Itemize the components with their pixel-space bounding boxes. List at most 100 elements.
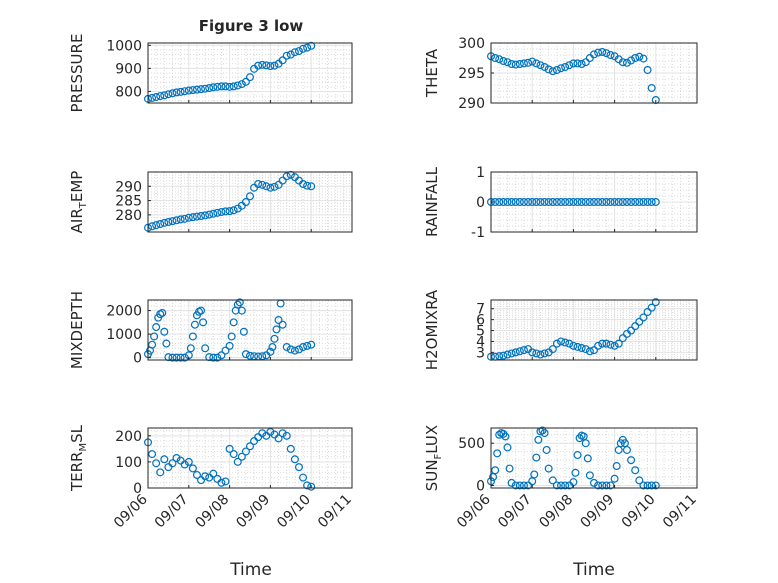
data-point bbox=[594, 48, 603, 57]
figure-title: Figure 3 low bbox=[199, 17, 304, 35]
plot-area bbox=[148, 172, 352, 232]
data-point bbox=[188, 213, 197, 222]
data-point bbox=[274, 180, 283, 189]
data-point bbox=[544, 464, 553, 473]
data-point bbox=[639, 198, 648, 207]
data-point bbox=[635, 52, 644, 61]
data-point bbox=[598, 339, 607, 348]
data-point bbox=[307, 340, 316, 349]
data-point bbox=[602, 339, 611, 348]
data-point bbox=[164, 218, 173, 227]
data-point bbox=[201, 472, 210, 481]
data-point bbox=[552, 339, 561, 348]
data-point bbox=[237, 306, 246, 315]
data-point bbox=[610, 474, 619, 483]
data-point bbox=[262, 61, 271, 70]
y-tick-label: 6 bbox=[476, 313, 485, 329]
data-point bbox=[519, 59, 528, 68]
data-point bbox=[290, 48, 299, 57]
data-point bbox=[148, 340, 157, 349]
data-point bbox=[294, 463, 303, 472]
data-point bbox=[225, 444, 234, 453]
data-point bbox=[176, 353, 185, 362]
data-point bbox=[180, 353, 189, 362]
data-point bbox=[612, 462, 621, 471]
data-point bbox=[573, 198, 582, 207]
data-point bbox=[511, 60, 520, 69]
data-point bbox=[262, 182, 271, 191]
data-point bbox=[217, 351, 226, 360]
data-point bbox=[542, 445, 551, 454]
data-point bbox=[184, 86, 193, 95]
data-point bbox=[190, 320, 199, 329]
data-point bbox=[229, 450, 238, 459]
data-point bbox=[164, 90, 173, 99]
data-point bbox=[519, 346, 528, 355]
data-point bbox=[532, 198, 541, 207]
data-point bbox=[627, 456, 636, 465]
data-point bbox=[565, 198, 574, 207]
data-point bbox=[503, 443, 512, 452]
data-point bbox=[501, 432, 510, 441]
data-point bbox=[286, 50, 295, 59]
data-point bbox=[286, 444, 295, 453]
data-point bbox=[246, 351, 255, 360]
data-point bbox=[266, 62, 275, 71]
data-point bbox=[270, 182, 279, 191]
data-point bbox=[614, 339, 623, 348]
data-point bbox=[606, 481, 615, 490]
data-point bbox=[540, 62, 549, 71]
xlabel-right: Time bbox=[572, 560, 615, 580]
data-point bbox=[532, 349, 541, 358]
data-point bbox=[152, 221, 161, 230]
data-point bbox=[172, 353, 181, 362]
y-axis-label: PRESSURE bbox=[68, 34, 86, 113]
data-point bbox=[152, 459, 161, 468]
data-point bbox=[548, 67, 557, 76]
data-point bbox=[577, 59, 586, 68]
data-point bbox=[493, 449, 502, 458]
data-point bbox=[270, 334, 279, 343]
data-point bbox=[217, 208, 226, 217]
y-axis-label: SUNFLUX bbox=[423, 425, 444, 491]
data-point bbox=[148, 450, 157, 459]
data-point bbox=[507, 198, 516, 207]
data-point bbox=[233, 300, 242, 309]
data-point bbox=[565, 339, 574, 348]
data-point bbox=[627, 198, 636, 207]
data-point bbox=[552, 65, 561, 74]
data-point bbox=[168, 89, 177, 98]
data-point bbox=[299, 44, 308, 53]
data-point bbox=[197, 212, 206, 221]
data-point bbox=[180, 460, 189, 469]
y-axis-label: MIXDEPTH bbox=[68, 291, 86, 369]
xlabel-left: Time bbox=[229, 560, 272, 580]
data-point bbox=[594, 481, 603, 490]
data-point bbox=[602, 198, 611, 207]
y-tick-label: 100 bbox=[115, 455, 142, 471]
data-point bbox=[581, 198, 590, 207]
data-point bbox=[528, 348, 537, 357]
data-point bbox=[221, 207, 230, 216]
data-point bbox=[585, 198, 594, 207]
data-point bbox=[160, 91, 169, 100]
data-point bbox=[258, 429, 267, 438]
data-point bbox=[172, 216, 181, 225]
y-tick-label: 200 bbox=[115, 429, 142, 445]
data-point bbox=[217, 82, 226, 91]
data-point bbox=[594, 341, 603, 350]
data-point bbox=[581, 58, 590, 67]
data-point bbox=[639, 313, 648, 322]
data-point bbox=[258, 60, 267, 69]
y-tick-label: 300 bbox=[458, 36, 485, 52]
data-point bbox=[246, 442, 255, 451]
data-point bbox=[573, 451, 582, 460]
data-point bbox=[197, 306, 206, 315]
data-point bbox=[515, 59, 524, 68]
y-tick-label: 290 bbox=[115, 179, 142, 195]
y-tick-label: 0 bbox=[133, 481, 142, 497]
y-axis-label-main: AIR bbox=[68, 208, 86, 233]
data-point bbox=[227, 332, 236, 341]
data-point bbox=[594, 198, 603, 207]
data-point bbox=[639, 54, 648, 63]
